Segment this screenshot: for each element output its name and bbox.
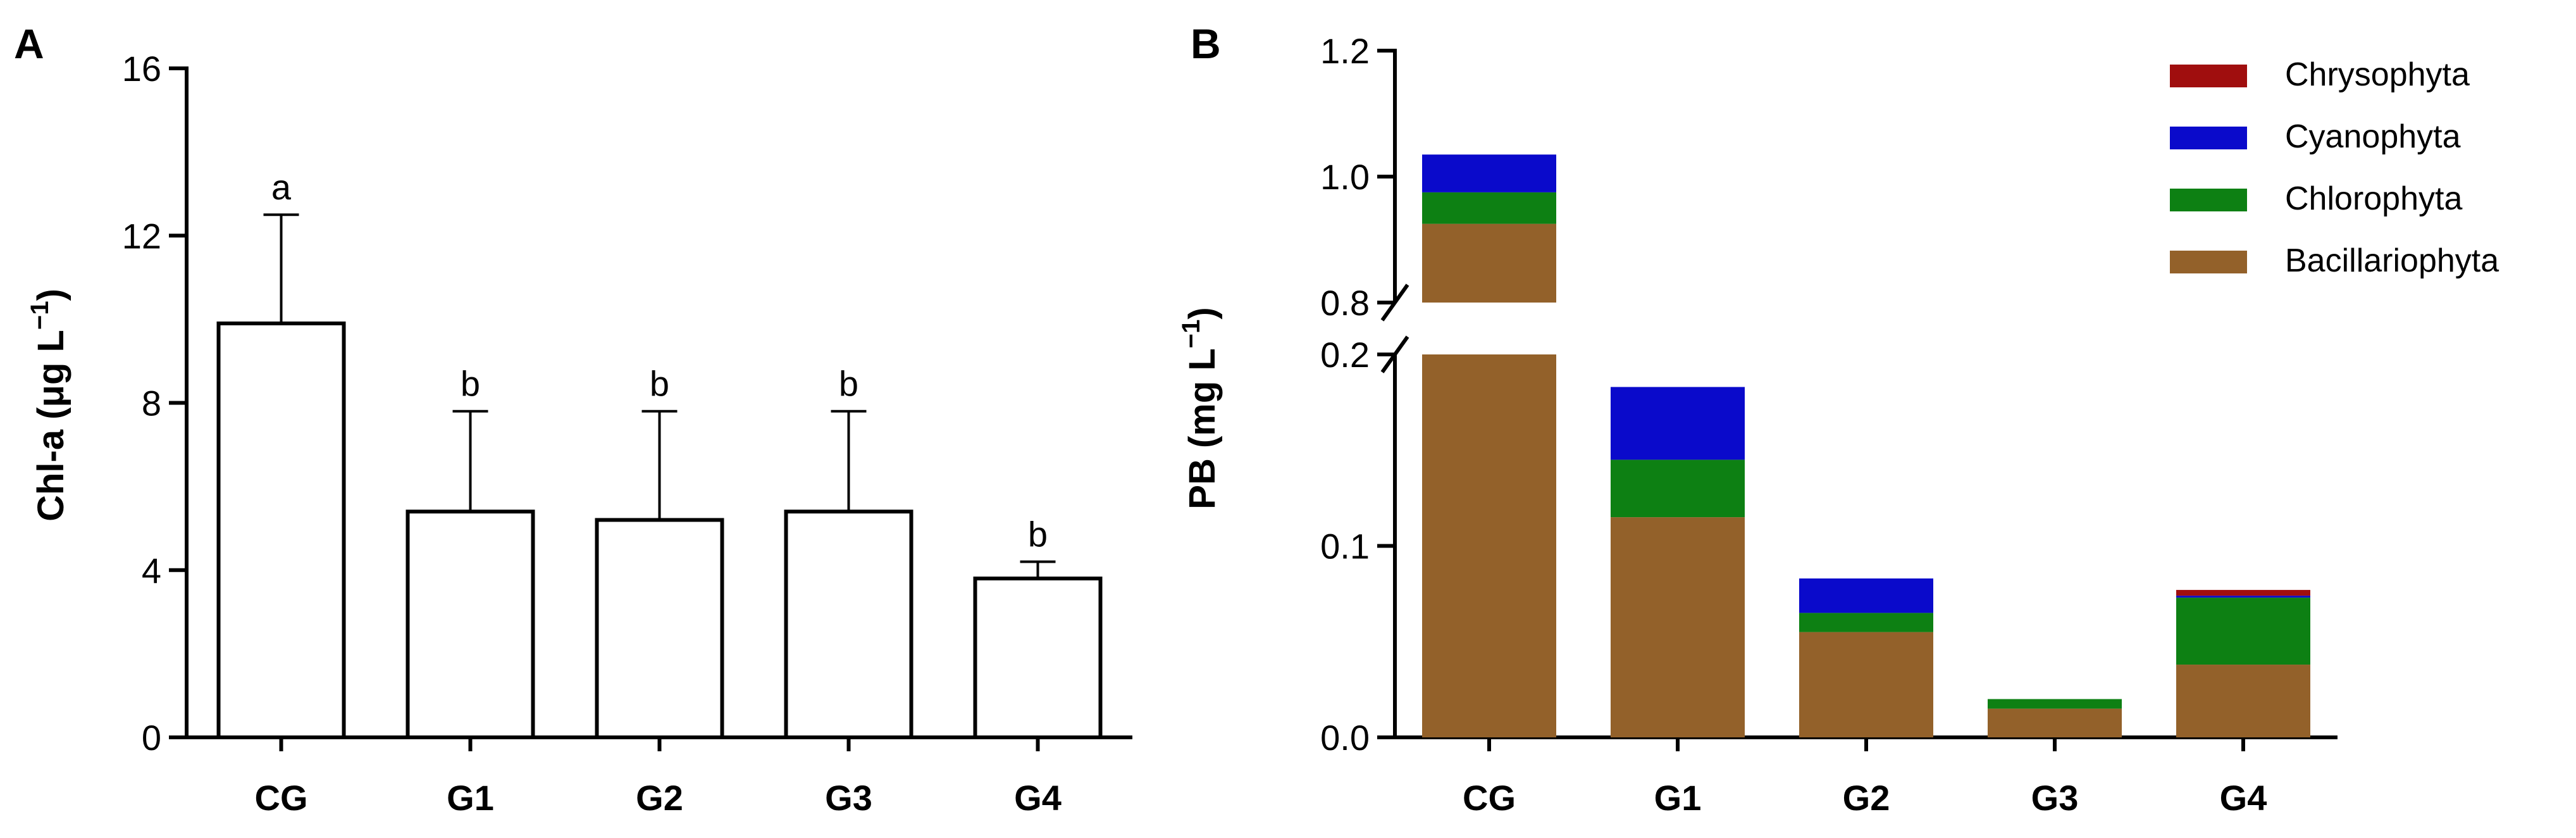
bar-segment-chlorophyta (1988, 699, 2122, 709)
significance-letter-a: b (839, 364, 858, 404)
bar-segment-cyanophyta (2176, 596, 2310, 598)
panel-label-a: A (14, 20, 44, 67)
x-tick-label-b: G2 (1843, 778, 1890, 818)
legend-label-chrysophyta: Chrysophyta (2285, 56, 2470, 93)
y-tick-label-a: 12 (122, 216, 161, 256)
y-tick-label-a: 0 (142, 718, 161, 758)
legend-b: Chrysophyta Cyanophyta Chlorophyta Bacillar… (2170, 56, 2499, 279)
significance-letter-a: b (1028, 515, 1048, 554)
x-tick-label-b: G1 (1654, 778, 1702, 818)
chart-b: 0.0 0.1 0.2 0.8 1.0 1.2 CG G1 G2 G3 G4 (1320, 31, 2338, 818)
legend-label-bacillariophyta: Bacillariophyta (2285, 242, 2499, 279)
bar-segment-cyanophyta (1799, 578, 1933, 613)
y-tick-label-a: 4 (142, 551, 161, 591)
x-tick-label-b: G4 (2220, 778, 2267, 818)
bar-segment-bacillariophyta (1611, 517, 1745, 737)
bar-a-g4 (973, 576, 1103, 740)
x-tick-label-a: G3 (825, 778, 872, 818)
significance-letter-a: b (650, 364, 669, 404)
x-tick-label-a: CG (255, 778, 308, 818)
legend-swatch-bacillariophyta (2170, 251, 2247, 273)
y-tick-label-b: 0.0 (1320, 718, 1370, 758)
y-tick-label-b: 0.8 (1320, 283, 1370, 323)
bar-segment-bacillariophyta (1799, 632, 1933, 737)
y-tick-label-a: 16 (122, 49, 161, 89)
bar-a-g1 (406, 510, 535, 739)
legend-label-chlorophyta: Chlorophyta (2285, 180, 2462, 217)
bar-a-g2 (595, 518, 724, 739)
bar-segment-bacillariophyta (2176, 665, 2310, 737)
bar-segment-cyanophyta (1422, 154, 1556, 192)
ylabel-a: Chl-a (μg L−1) (26, 289, 71, 522)
bar-segment-chlorophyta (1611, 460, 1745, 518)
bar-segment-chlorophyta (2176, 597, 2310, 665)
bar-segment-bacillariophyta (1988, 708, 2122, 737)
legend-swatch-chrysophyta (2170, 65, 2247, 87)
x-tick-label-a: G2 (636, 778, 683, 818)
bar-segment-cyanophyta (1611, 387, 1745, 460)
legend-label-cyanophyta: Cyanophyta (2285, 118, 2461, 155)
bar-segment-bacillariophyta (1422, 223, 1556, 303)
panel-label-b: B (1191, 20, 1221, 67)
x-tick-label-a: G4 (1014, 778, 1062, 818)
bar-segment-chlorophyta (1799, 613, 1933, 632)
bar-a-g3 (784, 510, 913, 739)
y-tick-label-b: 0.1 (1320, 527, 1370, 566)
legend-swatch-cyanophyta (2170, 127, 2247, 149)
chart-a: 0 4 8 12 16 a CG b G1 b G2 b G3 b G4 (122, 49, 1132, 818)
significance-letter-a: b (461, 364, 480, 404)
bar-segment-chrysophyta (2176, 590, 2310, 596)
legend-swatch-chlorophyta (2170, 189, 2247, 211)
bar-segment-chlorophyta (1422, 192, 1556, 224)
x-tick-label-a: G1 (447, 778, 494, 818)
y-tick-label-b: 1.2 (1320, 31, 1370, 71)
bar-segment-bacillariophyta (1422, 354, 1556, 737)
y-tick-label-b: 0.2 (1320, 335, 1370, 375)
ylabel-b: PB (mg L−1) (1177, 307, 1223, 509)
y-tick-label-a: 8 (142, 384, 161, 423)
significance-letter-a: a (271, 167, 292, 207)
bar-a-cg (216, 321, 346, 739)
y-tick-label-b: 1.0 (1320, 157, 1370, 197)
x-tick-label-b: G3 (2031, 778, 2079, 818)
x-tick-label-b: CG (1463, 778, 1516, 818)
